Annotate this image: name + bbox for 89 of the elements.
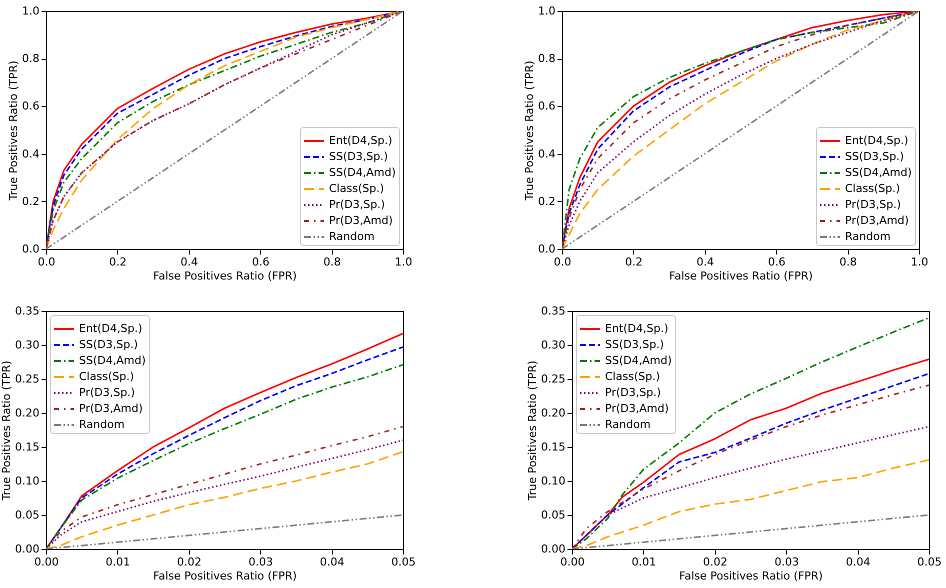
y-tick-label: 0.35 <box>541 304 566 318</box>
legend-label: Random <box>329 230 375 243</box>
legend-label: Pr(D3,Amd) <box>329 214 393 227</box>
legend-label: Random <box>845 230 891 243</box>
y-tick-label: 0.6 <box>22 100 40 113</box>
y-tick-label: 0.15 <box>15 440 40 454</box>
x-tick-label: 0.8 <box>839 256 857 268</box>
x-tick-label: 0.4 <box>696 256 714 268</box>
x-tick-label: 0.8 <box>323 256 341 268</box>
x-tick-label: 0.02 <box>177 556 202 568</box>
y-axis-title: True Positives Ratio (TPR) <box>526 360 540 502</box>
legend-label: SS(D4,Amd) <box>845 166 912 179</box>
legend-label: SS(D3,Sp.) <box>845 150 904 163</box>
x-tick-label: 0.03 <box>248 556 273 568</box>
legend-label: Pr(D3,Sp.) <box>845 198 901 211</box>
y-tick-label: 0.2 <box>538 194 556 208</box>
legend-label: Class(Sp.) <box>605 370 660 383</box>
y-tick-label: 0.0 <box>538 242 556 256</box>
y-tick-label: 0.25 <box>15 372 40 386</box>
y-tick-label: 0.20 <box>541 406 566 420</box>
legend-label: SS(D3,Sp.) <box>329 150 388 163</box>
y-tick-label: 0.8 <box>538 52 556 66</box>
legend-label: Pr(D3,Sp.) <box>79 386 135 399</box>
legend-label: SS(D3,Sp.) <box>605 338 664 351</box>
y-tick-label: 0.10 <box>541 474 566 488</box>
x-tick-label: 0.00 <box>34 556 59 568</box>
y-tick-label: 1.0 <box>538 4 556 18</box>
x-tick-label: 0.6 <box>252 256 270 268</box>
legend-label: Pr(D3,Sp.) <box>329 198 385 211</box>
y-tick-label: 0.30 <box>541 338 566 352</box>
legend-label: Pr(D3,Sp.) <box>605 386 661 399</box>
x-tick-label: 0.2 <box>625 256 643 268</box>
y-tick-label: 0.2 <box>22 194 40 208</box>
x-tick-label: 0.01 <box>632 556 656 568</box>
y-axis-title: True Positives Ratio (TPR) <box>523 60 536 202</box>
legend-label: Pr(D3,Amd) <box>605 402 669 415</box>
legend-label: Class(Sp.) <box>329 182 384 195</box>
x-tick-label: 0.0 <box>38 256 56 268</box>
legend-label: Class(Sp.) <box>845 182 900 195</box>
legend-label: Pr(D3,Amd) <box>79 402 143 415</box>
legend-label: Class(Sp.) <box>79 370 134 383</box>
x-tick-label: 0.04 <box>846 556 870 568</box>
y-tick-label: 0.35 <box>15 304 40 318</box>
legend-label: Ent(D4,Sp.) <box>79 322 142 335</box>
y-tick-label: 0.30 <box>15 338 40 352</box>
x-tick-label: 0.00 <box>560 556 585 568</box>
legend-label: Ent(D4,Sp.) <box>845 134 908 147</box>
y-tick-label: 0.15 <box>541 440 566 454</box>
y-tick-label: 0.10 <box>15 474 40 488</box>
x-axis-title: False Positives Ratio (FPR) <box>669 270 813 282</box>
line-series <box>572 459 929 549</box>
x-axis-title: False Positives Ratio (FPR) <box>153 270 297 282</box>
legend-label: SS(D4,Amd) <box>605 354 672 367</box>
x-tick-label: 0.05 <box>391 556 416 568</box>
legend-label: SS(D4,Amd) <box>79 354 146 367</box>
x-tick-label: 0.05 <box>917 556 942 568</box>
y-tick-label: 0.0 <box>22 242 40 256</box>
x-tick-label: 1.0 <box>394 256 412 268</box>
y-tick-label: 0.05 <box>541 508 566 522</box>
y-tick-label: 0.00 <box>15 542 40 556</box>
legend-label: Pr(D3,Amd) <box>845 214 909 227</box>
x-tick-label: 1.0 <box>910 256 928 268</box>
y-tick-label: 0.05 <box>15 508 40 522</box>
legend-label: Random <box>79 418 125 431</box>
legend-label: Ent(D4,Sp.) <box>605 322 668 335</box>
y-tick-label: 0.00 <box>541 542 566 556</box>
legend-label: Random <box>605 418 651 431</box>
y-axis-title: True Positives Ratio (TPR) <box>0 360 14 502</box>
y-tick-label: 0.25 <box>541 372 566 386</box>
x-tick-label: 0.2 <box>109 256 127 268</box>
legend-label: Ent(D4,Sp.) <box>329 134 392 147</box>
x-tick-label: 0.6 <box>768 256 786 268</box>
line-series <box>572 317 929 549</box>
x-tick-label: 0.01 <box>106 556 130 568</box>
y-tick-label: 0.8 <box>22 52 40 66</box>
y-tick-label: 0.6 <box>538 100 556 113</box>
y-axis-title: True Positives Ratio (TPR) <box>7 60 20 202</box>
x-tick-label: 0.04 <box>320 556 344 568</box>
y-tick-label: 0.4 <box>538 147 556 160</box>
x-axis-title: False Positives Ratio (FPR) <box>153 570 297 582</box>
x-axis-title: False Positives Ratio (FPR) <box>679 570 823 582</box>
legend-label: SS(D3,Sp.) <box>79 338 138 351</box>
legend-label: SS(D4,Amd) <box>329 166 396 179</box>
y-tick-label: 0.4 <box>22 147 40 160</box>
y-tick-label: 0.20 <box>15 406 40 420</box>
y-tick-label: 1.0 <box>22 4 40 18</box>
x-tick-label: 0.4 <box>180 256 198 268</box>
x-tick-label: 0.03 <box>774 556 799 568</box>
x-tick-label: 0.02 <box>703 556 728 568</box>
